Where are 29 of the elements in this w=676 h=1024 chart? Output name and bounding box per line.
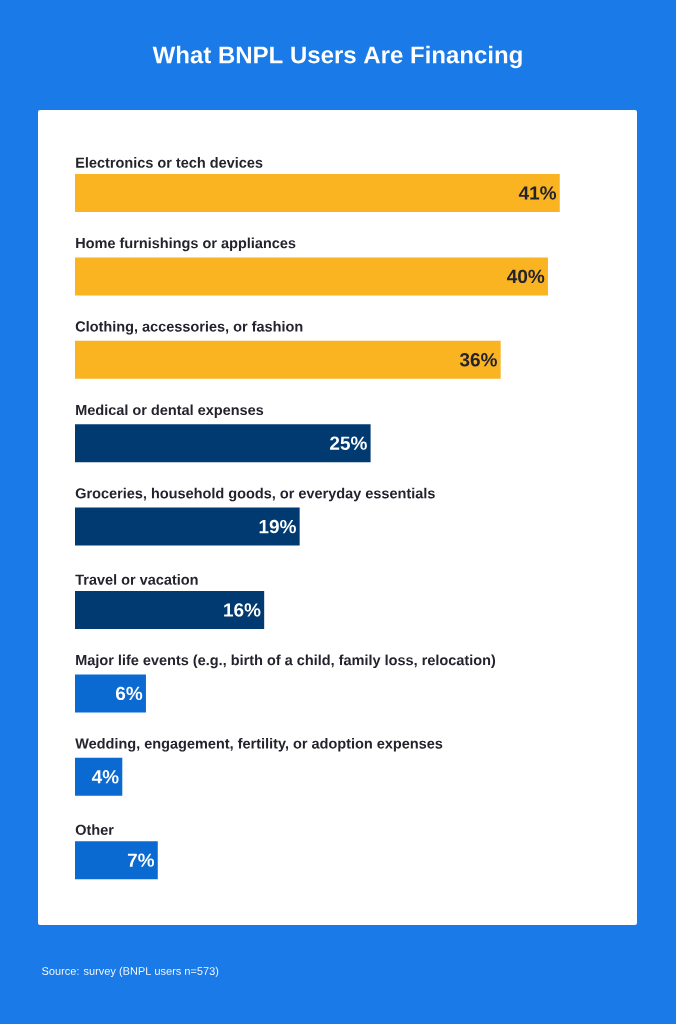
bar bbox=[75, 674, 146, 713]
data-label: 41% bbox=[518, 186, 557, 200]
y-tick-label: Other bbox=[75, 824, 114, 835]
y-tick-label: Clothing, accessories, or fashion bbox=[75, 320, 303, 335]
y-tick-label: Groceries, household goods, or everyday essentials bbox=[75, 487, 435, 502]
data-label: 7% bbox=[127, 853, 155, 867]
chart-title: What BNPL Users Are Financing bbox=[152, 45, 522, 69]
y-tick-label: Travel or vacation bbox=[75, 574, 198, 585]
data-label: 19% bbox=[259, 519, 296, 534]
data-label: 16% bbox=[224, 603, 261, 617]
data-label: 40% bbox=[507, 269, 545, 284]
bar bbox=[75, 507, 300, 546]
y-tick-label: Home furnishings or appliances bbox=[76, 237, 296, 252]
bar bbox=[75, 841, 158, 880]
bar bbox=[75, 590, 265, 629]
data-label: 25% bbox=[330, 436, 367, 450]
data-label: 4% bbox=[91, 770, 119, 784]
y-tick-label: Electronics or tech devices bbox=[76, 157, 263, 168]
bar bbox=[75, 757, 123, 796]
data-label: 6% bbox=[115, 686, 143, 701]
y-tick-label: Wedding, engagement, fertility, or adoption expenses bbox=[75, 737, 443, 752]
bar bbox=[75, 424, 371, 463]
bar bbox=[75, 340, 501, 379]
bar bbox=[75, 257, 548, 296]
y-tick-label: Medical or dental expenses bbox=[76, 404, 264, 418]
data-label: 36% bbox=[459, 353, 497, 367]
y-tick-label: Major life events (e.g., birth of a child, family loss, relocation) bbox=[76, 654, 496, 669]
bar bbox=[75, 173, 560, 212]
source-note: Source: survey (BNPL users n=573) bbox=[42, 966, 219, 978]
